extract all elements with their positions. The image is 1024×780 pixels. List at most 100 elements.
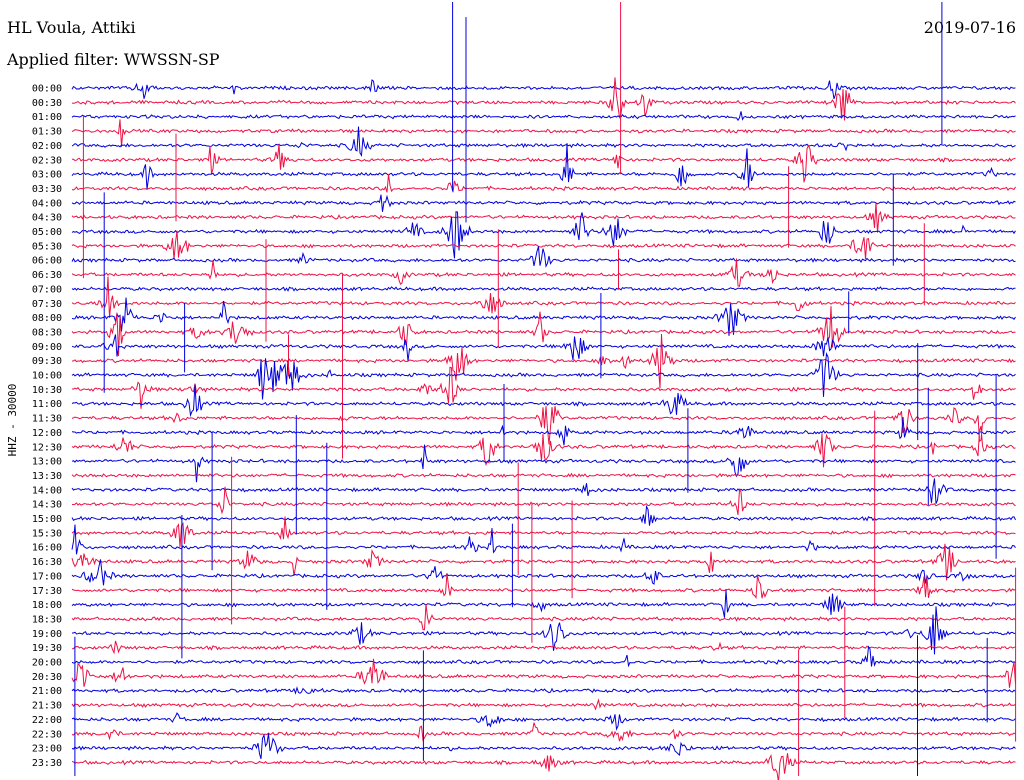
hour-tick-label: 01:30 bbox=[32, 127, 62, 138]
trace-line bbox=[71, 524, 1016, 555]
trace-group bbox=[71, 2, 1017, 780]
hour-tick-label: 13:30 bbox=[32, 471, 62, 482]
hour-tick-label: 02:00 bbox=[32, 141, 62, 152]
hour-tick-label: 19:30 bbox=[32, 643, 62, 654]
trace-line bbox=[71, 486, 1016, 515]
tick-label-group: 00:00 00:30 01:00 01:30 02:00 02:30 03:00 03:30… bbox=[32, 84, 62, 769]
trace-line bbox=[71, 77, 1016, 121]
trace-line bbox=[71, 297, 1016, 336]
hour-tick-label: 00:30 bbox=[32, 98, 62, 109]
hour-tick-label: 12:00 bbox=[32, 428, 62, 439]
hour-tick-label: 19:00 bbox=[32, 629, 62, 640]
channel-label: HHZ - 30000 bbox=[6, 384, 19, 457]
hour-tick-label: 10:30 bbox=[32, 385, 62, 396]
trace-line bbox=[71, 119, 1016, 147]
trace-line bbox=[71, 686, 1016, 695]
hour-tick-label: 05:00 bbox=[32, 227, 62, 238]
trace-line bbox=[71, 194, 1016, 212]
trace-line bbox=[71, 276, 1016, 318]
hour-tick-label: 20:00 bbox=[32, 658, 62, 669]
hour-tick-label: 10:00 bbox=[32, 371, 62, 382]
hour-tick-label: 23:30 bbox=[32, 758, 62, 769]
trace-line bbox=[71, 366, 1016, 409]
trace-line bbox=[71, 258, 1016, 288]
filter-label: Applied filter: WWSSN-SP bbox=[7, 50, 220, 69]
trace-line bbox=[71, 246, 1016, 268]
trace-line bbox=[71, 504, 1016, 526]
trace-line bbox=[71, 406, 1016, 445]
hour-tick-label: 15:00 bbox=[32, 514, 62, 525]
trace-line bbox=[71, 306, 1016, 357]
trace-line bbox=[71, 472, 1016, 479]
trace-line bbox=[71, 753, 1016, 780]
hour-tick-label: 18:30 bbox=[32, 614, 62, 625]
hour-tick-label: 04:00 bbox=[32, 198, 62, 209]
hour-tick-label: 17:30 bbox=[32, 586, 62, 597]
hour-tick-label: 16:30 bbox=[32, 557, 62, 568]
trace-line bbox=[71, 384, 1016, 418]
hour-tick-label: 07:30 bbox=[32, 299, 62, 310]
trace-line bbox=[71, 604, 1016, 631]
trace-line bbox=[71, 143, 1016, 183]
trace-line bbox=[71, 559, 1016, 586]
trace-line bbox=[71, 230, 1016, 260]
hour-tick-label: 18:00 bbox=[32, 600, 62, 611]
trace-line bbox=[71, 640, 1016, 655]
trace-line bbox=[71, 351, 1016, 400]
hour-tick-label: 11:30 bbox=[32, 414, 62, 425]
hour-tick-label: 14:00 bbox=[32, 485, 62, 496]
hour-tick-label: 13:00 bbox=[32, 457, 62, 468]
hour-tick-label: 20:30 bbox=[32, 672, 62, 683]
trace-line bbox=[71, 416, 1016, 446]
hour-tick-label: 08:30 bbox=[32, 327, 62, 338]
station-title: HL Voula, Attiki bbox=[7, 18, 136, 37]
trace-line bbox=[71, 722, 1016, 742]
hour-tick-label: 23:00 bbox=[32, 744, 62, 755]
trace-line bbox=[71, 698, 1016, 711]
hour-tick-label: 21:00 bbox=[32, 686, 62, 697]
trace-line bbox=[71, 143, 1016, 190]
trace-line bbox=[72, 606, 1016, 655]
hour-tick-label: 22:00 bbox=[32, 715, 62, 726]
trace-line bbox=[71, 733, 1016, 759]
hour-tick-label: 01:00 bbox=[32, 112, 62, 123]
hour-tick-label: 06:00 bbox=[32, 256, 62, 267]
trace-line bbox=[71, 516, 1016, 548]
hour-tick-label: 02:30 bbox=[32, 155, 62, 166]
date-label: 2019-07-16 bbox=[923, 18, 1016, 37]
hour-tick-label: 16:00 bbox=[32, 543, 62, 554]
trace-line bbox=[71, 478, 1016, 504]
trace-line bbox=[71, 444, 1016, 483]
hour-tick-label: 04:30 bbox=[32, 213, 62, 224]
hour-tick-label: 03:30 bbox=[32, 184, 62, 195]
hour-tick-label: 15:30 bbox=[32, 528, 62, 539]
hour-tick-label: 07:00 bbox=[32, 284, 62, 295]
hour-tick-label: 03:00 bbox=[32, 170, 62, 181]
hour-tick-label: 17:00 bbox=[32, 571, 62, 582]
trace-line bbox=[71, 333, 1016, 389]
trace-line bbox=[71, 286, 1016, 292]
trace-line bbox=[71, 658, 1016, 688]
trace-line bbox=[71, 426, 1016, 468]
hour-tick-label: 22:30 bbox=[32, 729, 62, 740]
hour-tick-label: 14:30 bbox=[32, 500, 62, 511]
hour-tick-label: 06:30 bbox=[32, 270, 62, 281]
hour-tick-label: 21:30 bbox=[32, 701, 62, 712]
trace-line bbox=[71, 589, 1016, 618]
hour-tick-label: 09:00 bbox=[32, 342, 62, 353]
hour-tick-label: 12:30 bbox=[32, 442, 62, 453]
hour-tick-label: 00:00 bbox=[32, 84, 62, 95]
trace-line bbox=[71, 79, 1016, 100]
trace-line bbox=[71, 211, 1016, 259]
hour-tick-label: 08:00 bbox=[32, 313, 62, 324]
trace-line bbox=[71, 645, 1016, 668]
hour-tick-label: 11:00 bbox=[32, 399, 62, 410]
hour-tick-label: 05:30 bbox=[32, 241, 62, 252]
trace-line bbox=[71, 174, 1016, 193]
trace-line bbox=[71, 712, 1016, 731]
trace-line bbox=[71, 334, 1016, 362]
trace-line bbox=[71, 126, 1016, 157]
trace-line bbox=[71, 543, 1016, 581]
hour-tick-label: 09:30 bbox=[32, 356, 62, 367]
